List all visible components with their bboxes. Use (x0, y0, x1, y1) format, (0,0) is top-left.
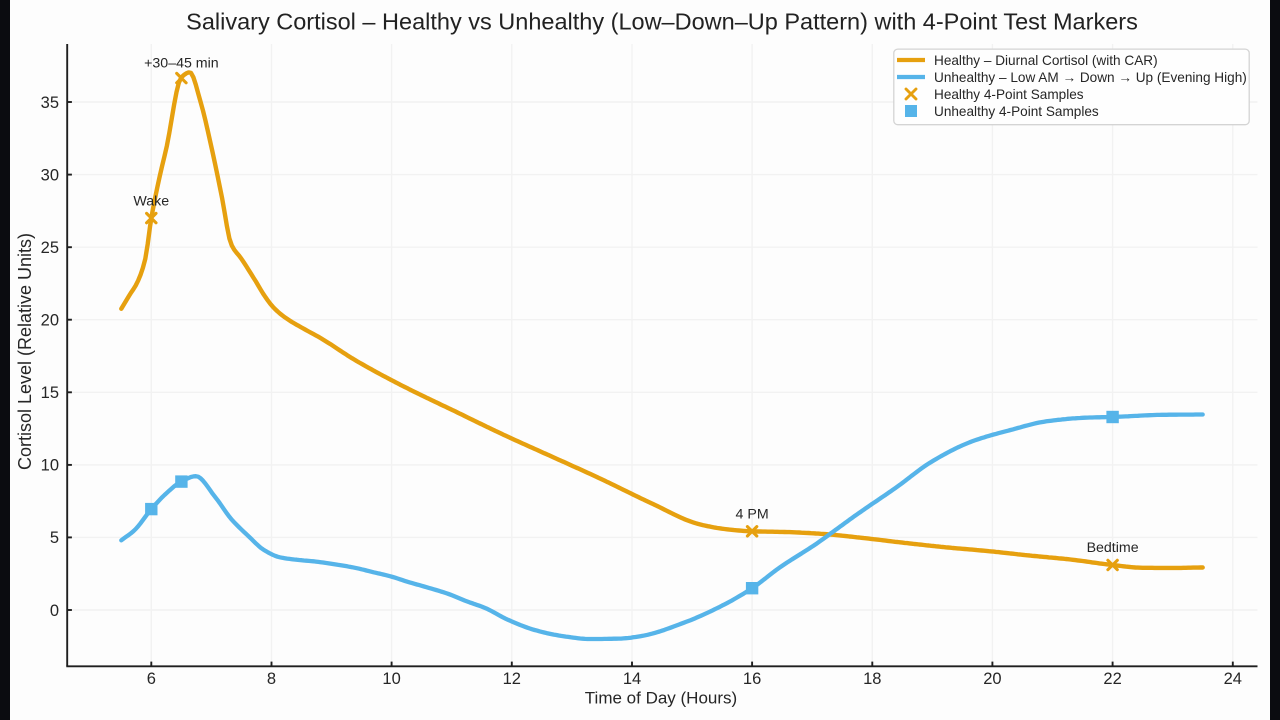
svg-text:Bedtime: Bedtime (1087, 540, 1139, 556)
svg-text:Cortisol Level (Relative Units: Cortisol Level (Relative Units) (15, 233, 35, 470)
svg-text:12: 12 (503, 670, 521, 688)
svg-text:0: 0 (50, 602, 59, 620)
svg-text:25: 25 (41, 239, 59, 257)
svg-text:Salivary Cortisol – Healthy vs: Salivary Cortisol – Healthy vs Unhealthy… (186, 9, 1138, 35)
svg-text:+30–45 min: +30–45 min (144, 56, 219, 72)
svg-text:4 PM: 4 PM (736, 507, 769, 523)
svg-text:24: 24 (1224, 670, 1242, 688)
svg-text:16: 16 (743, 670, 761, 688)
svg-text:20: 20 (983, 670, 1001, 688)
svg-text:Wake: Wake (133, 194, 169, 210)
svg-text:Unhealthy 4-Point Samples: Unhealthy 4-Point Samples (934, 104, 1099, 119)
svg-text:14: 14 (623, 670, 641, 688)
svg-text:10: 10 (41, 457, 59, 475)
svg-text:35: 35 (41, 94, 59, 112)
svg-text:30: 30 (41, 166, 59, 184)
svg-text:15: 15 (41, 384, 59, 402)
svg-text:Healthy – Diurnal Cortisol (wi: Healthy – Diurnal Cortisol (with CAR) (934, 53, 1158, 68)
svg-text:22: 22 (1103, 670, 1121, 688)
svg-text:18: 18 (863, 670, 881, 688)
svg-text:Time of Day (Hours): Time of Day (Hours) (585, 689, 737, 708)
svg-text:Healthy 4-Point Samples: Healthy 4-Point Samples (934, 87, 1084, 102)
svg-text:8: 8 (267, 670, 276, 688)
svg-text:20: 20 (41, 312, 59, 330)
svg-text:6: 6 (147, 670, 156, 688)
svg-text:Unhealthy – Low AM → Down → Up: Unhealthy – Low AM → Down → Up (Evening … (934, 70, 1247, 85)
svg-text:10: 10 (382, 670, 400, 688)
svg-text:5: 5 (50, 529, 59, 547)
